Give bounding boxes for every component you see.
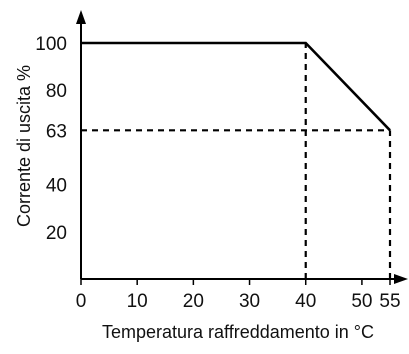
x-tick-label: 55 [379, 291, 400, 312]
series-group [81, 41, 391, 132]
x-tick-label: 0 [76, 291, 87, 312]
y-tick-label: 40 [46, 176, 67, 197]
x-tick-label: 10 [127, 291, 148, 312]
y-tick-label: 100 [35, 34, 67, 55]
reference-lines [81, 43, 392, 279]
x-tick-label: 30 [239, 291, 260, 312]
x-tick-label: 40 [295, 291, 316, 312]
y-tick-labels: 20 40 63 80 100 [35, 34, 67, 244]
y-axis-arrow [76, 10, 86, 24]
x-axis-arrow [394, 274, 408, 284]
y-tick-label: 63 [46, 121, 67, 142]
x-tick-label: 50 [351, 291, 372, 312]
x-tick-labels: 0 10 20 30 40 50 55 [76, 279, 401, 312]
series-line-0 [81, 41, 391, 132]
y-axis-title: Corrente di uscita % [14, 65, 34, 227]
y-tick-label: 80 [46, 81, 67, 102]
y-tick-label: 20 [46, 223, 67, 244]
x-axis-title: Temperatura raffreddamento in °C [102, 322, 374, 342]
x-tick-label: 20 [183, 291, 204, 312]
axes [76, 10, 408, 284]
